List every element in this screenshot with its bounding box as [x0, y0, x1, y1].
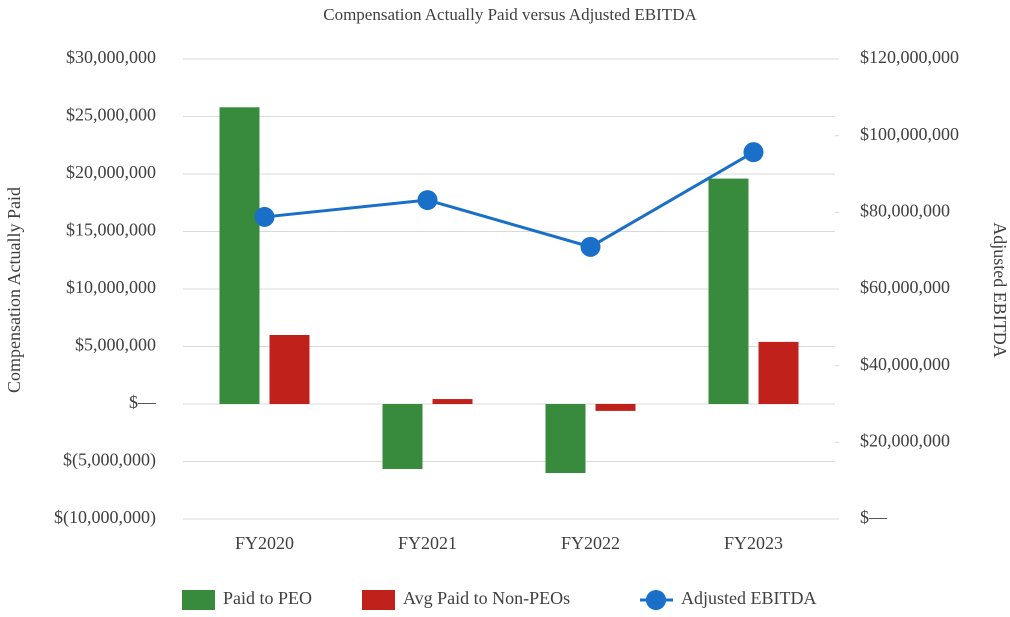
y-tick-label: $—	[129, 392, 157, 412]
x-tick-label: FY2021	[398, 533, 457, 553]
x-tick-label: FY2023	[724, 533, 783, 553]
line-marker	[580, 236, 601, 257]
bar	[269, 335, 310, 404]
line-marker	[417, 190, 438, 211]
y-tick-label: $25,000,000	[66, 105, 156, 125]
y-tick-label: $20,000,000	[66, 162, 156, 182]
bar	[708, 178, 749, 404]
bar	[382, 404, 423, 469]
legend-label: Adjusted EBITDA	[681, 588, 816, 608]
y2-tick-label: $40,000,000	[860, 354, 950, 374]
line-marker	[743, 142, 764, 163]
bar	[758, 341, 799, 404]
y2-tick-label: $100,000,000	[860, 124, 959, 144]
y-tick-label: $15,000,000	[66, 220, 156, 240]
y-tick-label: $5,000,000	[75, 335, 156, 355]
y2-axis-title: Adjusted EBITDA	[990, 222, 1010, 357]
y-tick-label: $30,000,000	[66, 47, 156, 67]
legend-swatch	[646, 590, 666, 610]
legend-swatch	[362, 590, 395, 610]
y-tick-label: $10,000,000	[66, 277, 156, 297]
y2-tick-label: $20,000,000	[860, 430, 950, 450]
legend-label: Avg Paid to Non-PEOs	[403, 588, 570, 608]
line	[264, 150, 755, 249]
legend-label: Paid to PEO	[223, 588, 312, 608]
x-tick-label: FY2022	[561, 533, 620, 553]
bar	[595, 404, 636, 411]
chart-title: Compensation Actually Paid versus Adjust…	[323, 5, 697, 24]
bar	[219, 107, 260, 405]
line-marker	[254, 206, 275, 227]
legend-swatch	[182, 590, 215, 610]
x-tick-label: FY2020	[235, 533, 294, 553]
y2-tick-label: $—	[860, 507, 888, 527]
y-tick-label: $(5,000,000)	[63, 450, 156, 471]
y-tick-label: $(10,000,000)	[54, 507, 156, 528]
y2-tick-label: $120,000,000	[860, 47, 959, 67]
y-axis-title: Compensation Actually Paid	[4, 187, 24, 393]
bar	[545, 404, 586, 473]
y2-tick-label: $60,000,000	[860, 277, 950, 297]
bar	[432, 399, 473, 404]
y2-tick-label: $80,000,000	[860, 200, 950, 220]
